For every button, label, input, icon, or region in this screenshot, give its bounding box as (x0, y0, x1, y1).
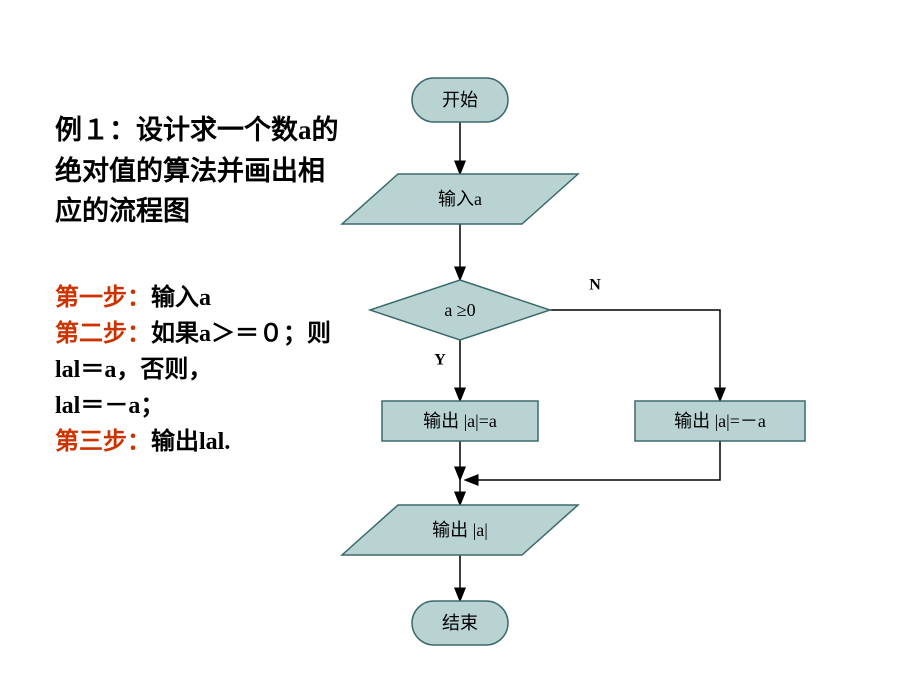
node-label-out_no: 输出 |a|=－a (674, 411, 766, 431)
node-out_yes: 输出 |a|=a (382, 401, 538, 441)
node-label-out_yes: 输出 |a|=a (423, 411, 497, 431)
node-out_no: 输出 |a|=－a (635, 401, 805, 441)
node-label-decision: a ≥0 (444, 300, 475, 320)
nodes-group: 开始输入a a ≥0 输出 |a|=a 输出 |a|=－a 输出 |a| 结束 (342, 78, 805, 645)
node-label-output: 输出 |a| (432, 520, 488, 540)
slide: 例１：设计求一个数a的绝对值的算法并画出相应的流程图 第一步：输入a 第二步：如… (0, 0, 920, 690)
edge-label-N: N (589, 277, 601, 294)
node-input: 输入a (342, 174, 578, 224)
node-label-start: 开始 (442, 90, 478, 110)
edge-3 (550, 310, 720, 401)
node-decision: a ≥0 (370, 280, 550, 340)
flowchart: Y N 开始输入a a ≥0 输出 |a|=a 输出 |a|=－a 输出 |a| 结束 (0, 0, 920, 690)
edge-label-Y: Y (434, 352, 446, 369)
node-end: 结束 (412, 601, 508, 645)
edge-5 (465, 441, 720, 480)
node-label-end: 结束 (442, 613, 478, 633)
node-output: 输出 |a| (342, 505, 578, 555)
node-label-input: 输入a (438, 189, 482, 209)
node-start: 开始 (412, 78, 508, 122)
